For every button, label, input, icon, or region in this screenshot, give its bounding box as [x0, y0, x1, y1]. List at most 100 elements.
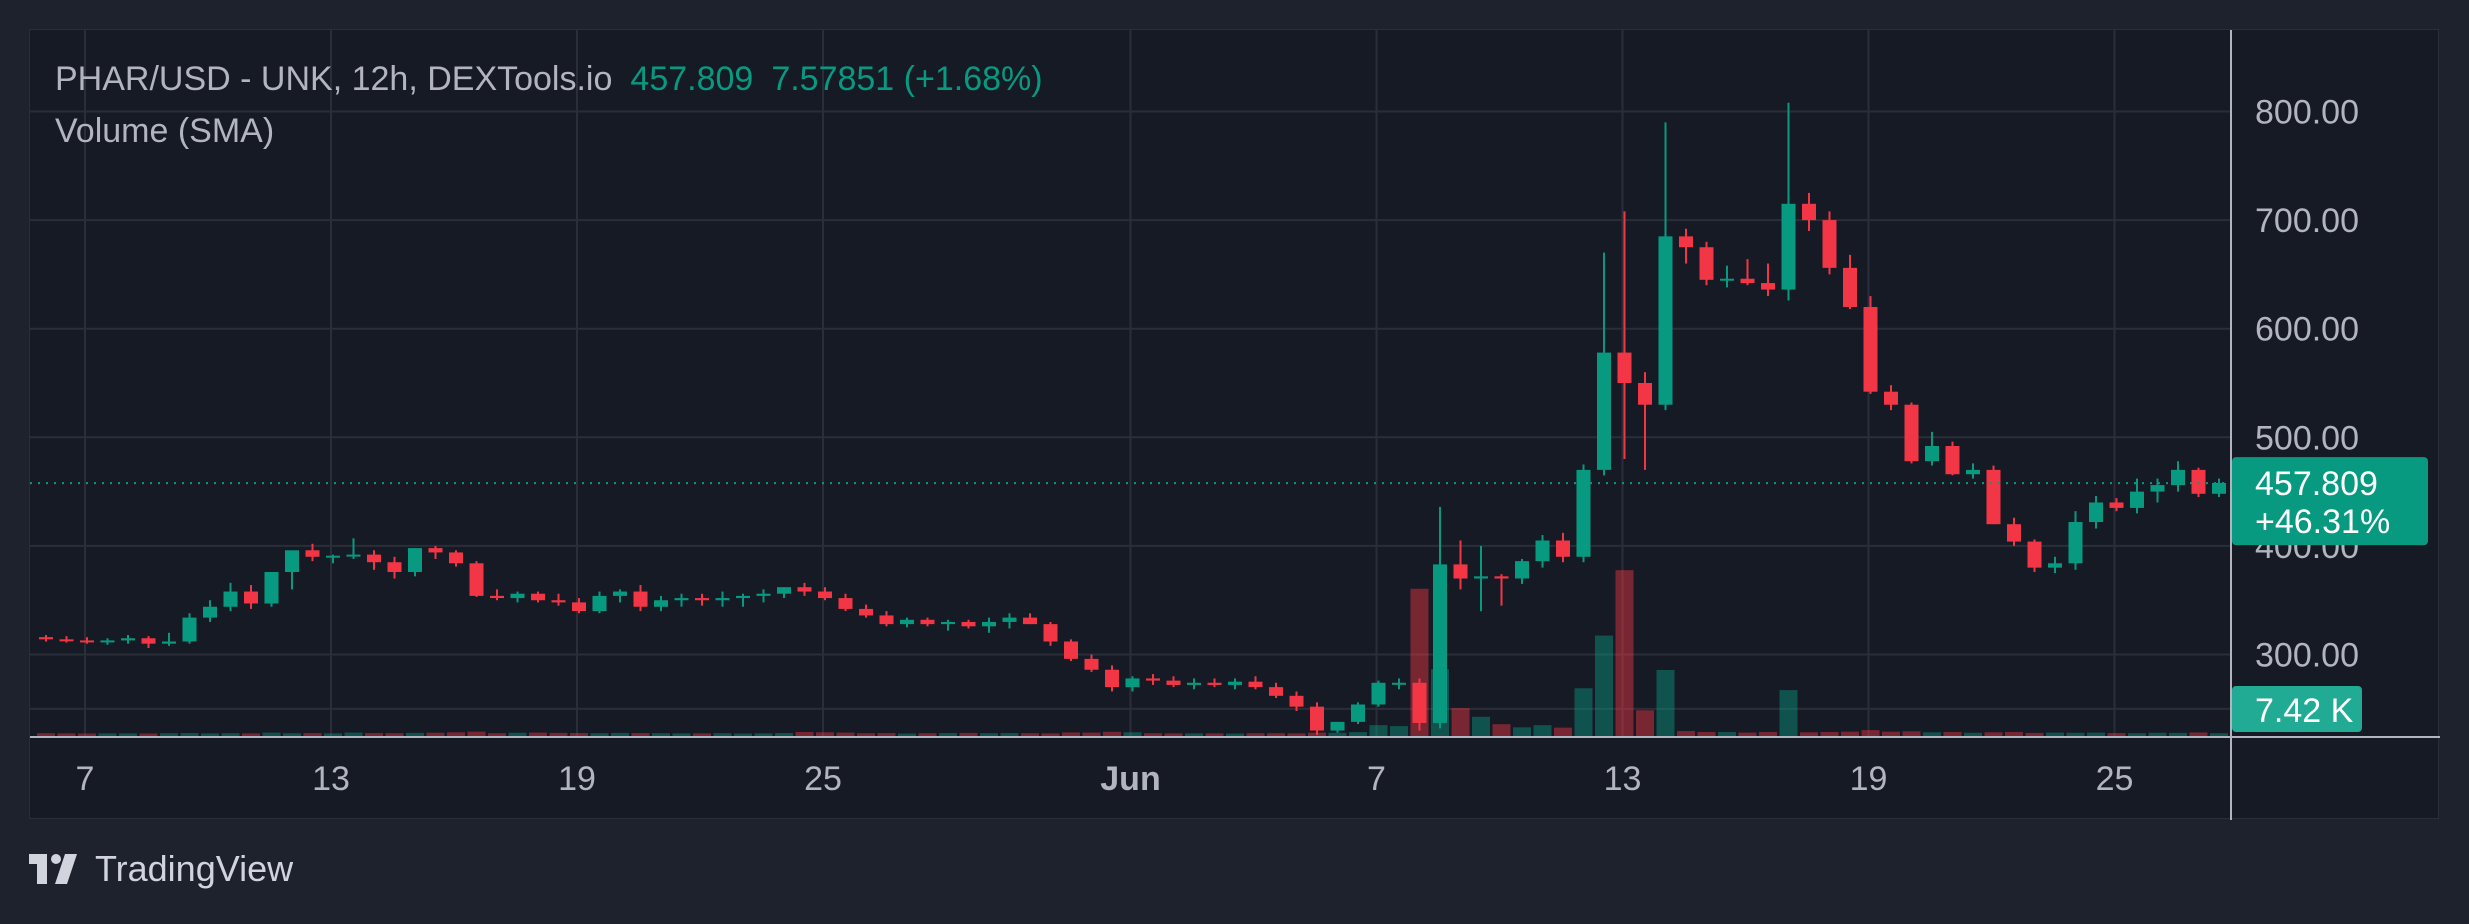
volume-bar — [693, 733, 711, 736]
volume-bar — [754, 733, 773, 736]
candle-body — [39, 637, 53, 640]
volume-bar — [1697, 731, 1716, 736]
volume-bar — [242, 733, 260, 736]
candle-body — [346, 554, 361, 557]
candle-body — [941, 621, 955, 625]
volume-bar — [2005, 731, 2023, 736]
volume-bar — [939, 733, 957, 736]
volume-bar — [221, 733, 240, 736]
volume-bar — [1226, 733, 1244, 736]
candle-body — [920, 619, 935, 625]
candle-body — [777, 587, 791, 594]
volume-bar — [1205, 733, 1224, 736]
price-tick-label: 700.00 — [2255, 202, 2359, 240]
volume-bar — [795, 731, 814, 736]
candle-body — [654, 600, 668, 607]
volume-bars — [37, 570, 2228, 736]
candle-body — [203, 606, 217, 618]
volume-bar — [549, 732, 568, 736]
candle-body — [1576, 469, 1591, 557]
volume-bar — [262, 732, 281, 736]
volume-bar — [1636, 710, 1654, 736]
time-tick-label: Jun — [1100, 760, 1160, 798]
volume-bar — [1041, 733, 1060, 736]
volume-bar — [1062, 732, 1080, 736]
legend-last-price: 457.809 — [630, 60, 754, 98]
candle-body — [961, 621, 976, 627]
volume-bar — [570, 733, 588, 736]
chart-frame[interactable]: 300.00 400.00 500.00 600.00 700.00 800.00 7 13 1… — [29, 29, 2440, 820]
candle-body — [2109, 502, 2124, 508]
volume-bar — [1533, 725, 1552, 736]
price-badges: 457.809+46.31% 7.42 K — [2232, 457, 2428, 732]
candle-body — [1228, 681, 1242, 685]
volume-bar — [1882, 731, 1900, 736]
candle-body — [387, 562, 402, 572]
candle-body — [2150, 485, 2165, 492]
candle-body — [244, 591, 258, 604]
volume-bar — [816, 732, 834, 736]
volume-bar — [1759, 731, 1777, 736]
volume-bar — [1082, 732, 1101, 736]
volume-bar — [508, 732, 527, 736]
volume-bar — [1718, 731, 1736, 736]
time-tick-label: 25 — [804, 760, 842, 798]
grid-lines — [30, 30, 2230, 736]
time-tick-label: 19 — [1850, 760, 1888, 798]
candle-body — [1371, 682, 1386, 705]
volume-bar — [139, 733, 158, 736]
volume-bar — [1595, 635, 1613, 736]
volume-bar — [713, 733, 732, 736]
candle-body — [305, 550, 320, 557]
candle-body — [1351, 704, 1365, 722]
candle-body — [613, 591, 627, 596]
candle-body — [469, 563, 484, 596]
candle-body — [141, 638, 156, 644]
candle-body — [1740, 278, 1755, 284]
time-tick-label: 13 — [312, 760, 350, 798]
candle-body — [1679, 236, 1693, 248]
volume-bar — [1246, 733, 1265, 736]
candle-body — [2089, 502, 2103, 523]
candle-body — [285, 550, 299, 572]
candle-body — [531, 593, 545, 601]
candle-body — [1535, 540, 1550, 562]
candle-body — [1187, 682, 1201, 685]
candle-body — [1904, 404, 1919, 462]
candle-body — [1412, 682, 1427, 723]
candle-body — [1166, 680, 1181, 685]
candle-body — [1248, 681, 1263, 688]
volume-bar — [877, 733, 896, 736]
candle-body — [1125, 678, 1140, 688]
volume-bar — [1144, 733, 1162, 736]
candle-body — [900, 619, 914, 625]
volume-bar — [1513, 727, 1531, 736]
volume-bar — [1123, 732, 1142, 736]
volume-bar — [1492, 724, 1511, 736]
volume-bar — [775, 733, 793, 736]
candle-body — [674, 598, 689, 601]
price-tick-label: 800.00 — [2255, 93, 2359, 131]
candle-body — [838, 598, 853, 609]
candle-body — [1146, 678, 1160, 681]
candle-body — [859, 608, 873, 616]
candle-body — [1781, 203, 1796, 290]
candle-body — [1207, 682, 1222, 685]
time-tick-label: 7 — [76, 760, 95, 798]
tradingview-branding[interactable]: TradingView — [29, 845, 293, 893]
candle-body — [1966, 469, 1980, 475]
volume-bar — [1738, 732, 1757, 736]
candle-body — [326, 555, 340, 558]
volume-bar — [2025, 732, 2044, 736]
volume-bar — [303, 733, 322, 736]
volume-bar — [1554, 727, 1572, 736]
candle-body — [715, 598, 730, 601]
candle-body — [1822, 220, 1837, 268]
candle-body — [1699, 247, 1714, 280]
volume-bar — [1390, 726, 1408, 736]
volume-bar — [898, 733, 916, 736]
volume-bar — [1267, 733, 1285, 736]
candle-body — [1002, 617, 1017, 622]
